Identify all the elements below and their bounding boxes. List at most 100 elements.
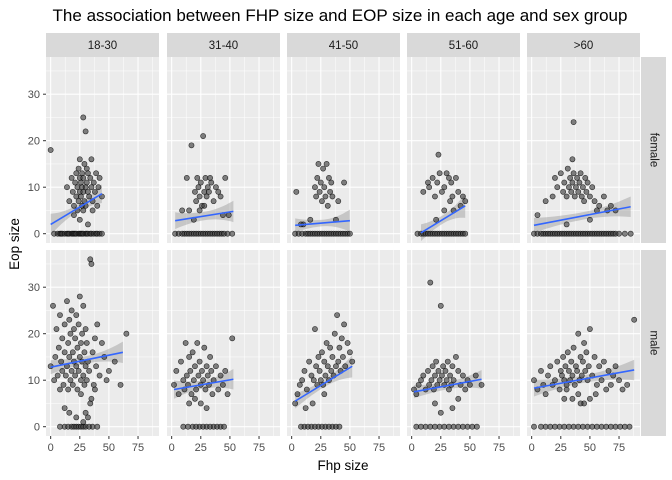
data-point	[200, 377, 207, 384]
facet-strip-label: 41-50	[329, 40, 358, 52]
data-point	[66, 354, 73, 360]
data-point	[302, 405, 309, 411]
data-point	[453, 174, 459, 181]
data-point	[557, 367, 564, 374]
data-point	[549, 193, 556, 200]
data-point	[303, 386, 310, 393]
data-point	[81, 161, 88, 167]
regression-line	[173, 378, 234, 391]
data-point	[434, 179, 441, 186]
data-point	[189, 349, 196, 356]
data-point	[64, 184, 70, 191]
data-point	[437, 302, 444, 309]
data-point	[92, 335, 98, 342]
facet-strip-label: >60	[574, 40, 594, 52]
data-point	[328, 367, 335, 374]
data-point	[542, 391, 549, 398]
data-point	[75, 198, 82, 205]
data-point	[192, 395, 198, 402]
data-point	[106, 367, 112, 374]
data-point	[62, 372, 69, 379]
data-point	[190, 377, 197, 384]
data-point	[447, 372, 454, 379]
data-point	[94, 321, 101, 328]
data-point	[317, 377, 324, 384]
data-point	[441, 207, 448, 214]
data-point	[88, 184, 95, 191]
data-point	[574, 367, 580, 374]
y-tick-label: 10	[28, 182, 40, 194]
x-tick-label: 25	[315, 442, 327, 454]
data-point	[99, 340, 105, 346]
x-tick-label: 50	[224, 442, 236, 454]
data-point	[67, 377, 74, 384]
data-point	[437, 409, 444, 416]
regression-line	[413, 378, 482, 393]
data-point	[575, 330, 582, 337]
x-tick-label: 25	[555, 442, 567, 454]
data-point	[447, 198, 454, 205]
facet-strip-right	[641, 250, 666, 436]
data-point	[439, 188, 445, 195]
data-point	[591, 198, 598, 205]
regression-line	[295, 219, 350, 227]
data-point	[85, 170, 91, 177]
facet-panel-female-2	[287, 57, 400, 243]
data-point	[60, 381, 67, 388]
data-point	[335, 198, 342, 205]
data-point	[462, 230, 469, 237]
data-point	[88, 395, 95, 402]
facet-panel-male-2	[287, 250, 400, 436]
data-point	[573, 184, 579, 191]
data-point	[179, 207, 186, 214]
data-point	[321, 184, 328, 191]
x-tick-label: 25	[74, 442, 86, 454]
data-point	[215, 188, 222, 195]
data-point	[570, 119, 577, 125]
chart-title: The association between FHP size and EOP…	[53, 6, 628, 25]
data-point	[66, 316, 73, 323]
data-point	[308, 372, 315, 379]
data-point	[73, 363, 80, 370]
data-point	[312, 184, 318, 191]
data-point	[570, 344, 577, 351]
data-point	[213, 184, 219, 191]
data-point	[587, 395, 593, 402]
facet-strip-top	[407, 33, 520, 57]
data-point	[568, 188, 575, 195]
data-point	[188, 142, 195, 149]
data-point	[563, 386, 570, 393]
data-point	[299, 377, 306, 384]
data-point	[103, 377, 110, 384]
data-point	[196, 207, 203, 214]
data-point	[80, 174, 87, 181]
data-point	[301, 367, 308, 374]
data-point	[79, 170, 86, 177]
data-point	[564, 349, 571, 356]
data-point	[329, 193, 336, 200]
panel-background	[287, 57, 400, 243]
data-point	[93, 363, 99, 370]
data-point	[201, 344, 208, 351]
data-point	[319, 349, 325, 356]
data-point	[85, 414, 91, 421]
data-point	[94, 202, 101, 209]
data-point	[296, 381, 303, 388]
data-point	[71, 212, 77, 218]
regression-line	[533, 205, 631, 227]
data-point	[192, 363, 198, 370]
data-point	[626, 423, 633, 430]
panel-background	[46, 57, 159, 243]
data-point	[171, 381, 177, 388]
data-point	[446, 174, 452, 181]
data-point	[562, 363, 569, 370]
data-point	[576, 179, 583, 186]
data-point	[596, 202, 603, 209]
x-tick-label: 0	[169, 442, 175, 454]
data-point	[556, 386, 563, 393]
data-point	[317, 179, 324, 186]
data-point	[566, 184, 572, 191]
data-point	[309, 400, 316, 407]
x-tick-label: 75	[253, 442, 265, 454]
